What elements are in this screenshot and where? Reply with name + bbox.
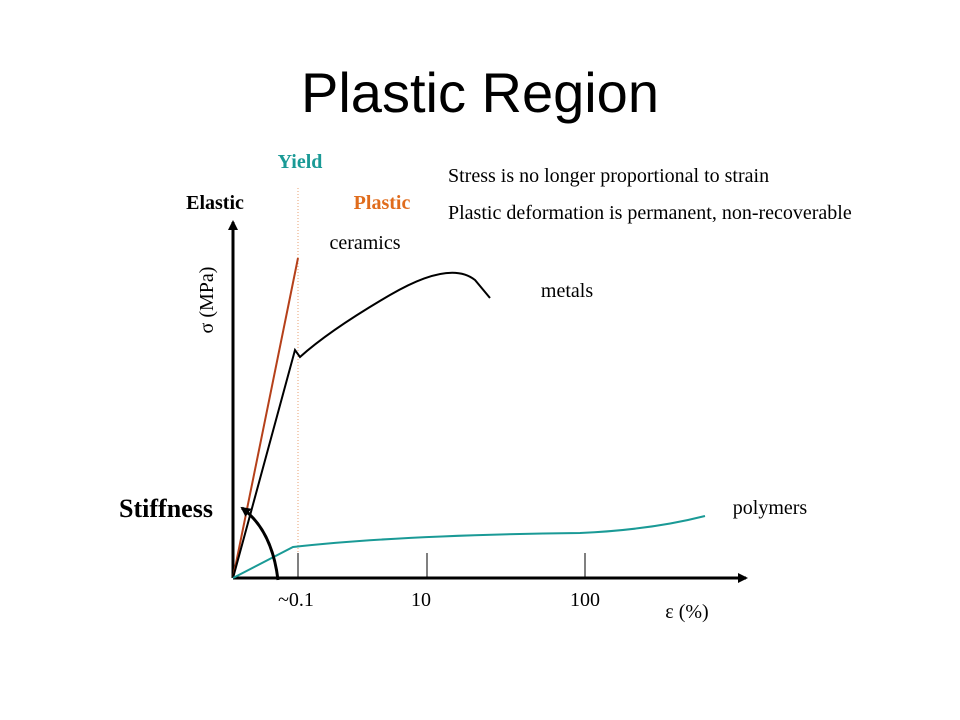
curve-label: metals <box>541 280 593 302</box>
x-axis-label: ε (%) <box>665 601 708 623</box>
curve-label: polymers <box>733 497 808 519</box>
stiffness-arrow <box>240 506 280 581</box>
polymers-curve <box>232 515 706 579</box>
elastic-label: Elastic <box>186 192 244 214</box>
x-tick-label: 10 <box>411 589 431 611</box>
note: Plastic deformation is permanent, non-re… <box>448 202 852 224</box>
yield-label: Yield <box>278 151 323 173</box>
stiffness-label: Stiffness <box>119 494 213 523</box>
y-axis-label: σ (MPa) <box>196 267 218 334</box>
plastic-label: Plastic <box>354 192 411 214</box>
x-tick-label: 100 <box>570 589 600 611</box>
note: Stress is no longer proportional to stra… <box>448 165 769 187</box>
slide-title: Plastic Region <box>301 61 659 124</box>
x-tick-label: ~0.1 <box>278 589 314 611</box>
metals-curve <box>232 271 491 579</box>
curve-label: ceramics <box>329 232 400 254</box>
ceramics-curve <box>232 257 299 579</box>
